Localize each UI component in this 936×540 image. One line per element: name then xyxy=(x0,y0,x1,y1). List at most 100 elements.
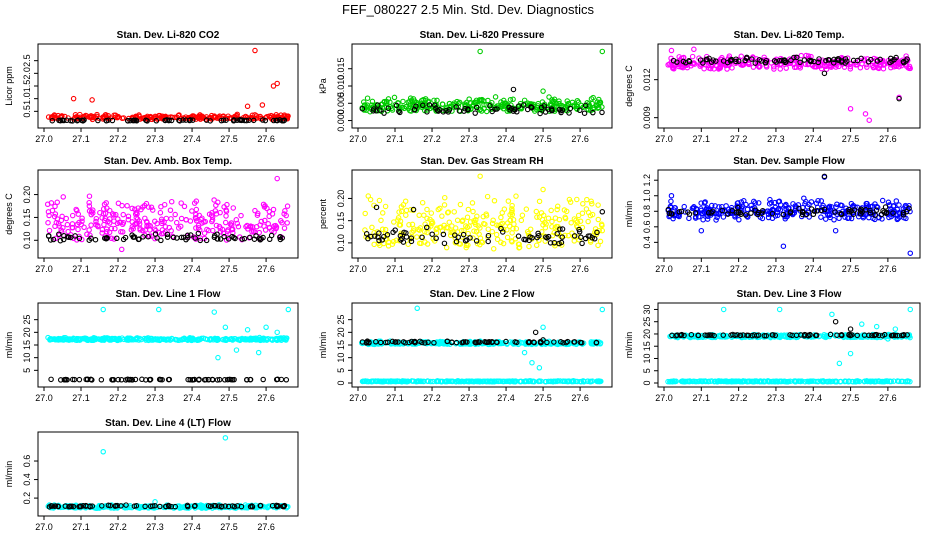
data-point-yellow xyxy=(549,218,555,225)
data-point-blue xyxy=(831,217,837,223)
data-point-black xyxy=(110,377,117,383)
data-point-cyan xyxy=(278,335,284,341)
data-point-black xyxy=(162,117,168,124)
data-point-red xyxy=(266,113,272,119)
data-point-magenta xyxy=(112,225,118,232)
data-point-black xyxy=(103,235,109,242)
data-point-black xyxy=(877,56,883,63)
y-tick-label: 15 xyxy=(336,340,346,350)
data-point-red xyxy=(113,114,119,120)
x-tick-label: 27.4 xyxy=(804,264,822,274)
data-point-blue xyxy=(806,214,812,220)
data-point-yellow xyxy=(398,208,405,215)
data-point-black xyxy=(720,332,727,338)
data-point-magenta xyxy=(847,63,854,70)
data-point-cyan xyxy=(854,378,860,384)
data-point-black xyxy=(743,212,749,218)
data-point-black xyxy=(557,226,563,232)
data-point-black xyxy=(524,106,531,113)
data-point-green xyxy=(410,96,417,102)
data-point-black xyxy=(709,208,716,215)
y-tick-label: 20 xyxy=(22,327,32,337)
data-point-green xyxy=(407,98,413,105)
data-point-cyan xyxy=(55,336,61,342)
data-point-yellow xyxy=(475,223,481,229)
data-point-yellow xyxy=(540,186,546,193)
data-point-green xyxy=(481,105,487,112)
data-point-black xyxy=(532,329,539,336)
data-point-black xyxy=(558,239,565,246)
data-point-black xyxy=(854,57,861,64)
y-tick-label: 0.20 xyxy=(22,186,32,204)
x-tick-label: 27.1 xyxy=(693,264,711,274)
data-point-magenta xyxy=(119,229,126,235)
data-point-black xyxy=(366,340,372,346)
data-point-magenta xyxy=(168,216,174,222)
data-point-black xyxy=(854,332,860,339)
data-point-yellow xyxy=(504,227,510,233)
data-point-blue xyxy=(698,200,704,206)
data-point-magenta xyxy=(247,223,254,229)
data-point-black xyxy=(503,338,509,345)
data-point-blue xyxy=(751,198,757,205)
data-point-black xyxy=(748,210,754,216)
data-point-cyan xyxy=(101,337,107,343)
y-tick-label: 1.0 xyxy=(642,189,652,202)
data-point-green xyxy=(422,96,429,102)
y-tick-label: 0.8 xyxy=(642,205,652,218)
panel-title: Stan. Dev. Line 4 (LT) Flow xyxy=(105,418,231,429)
panel-title: Stan. Dev. Li-820 CO2 xyxy=(117,30,220,41)
data-point-blue xyxy=(668,192,675,199)
data-point-yellow xyxy=(448,229,454,236)
data-point-black xyxy=(725,211,731,217)
data-point-magenta xyxy=(88,208,95,215)
data-point-black xyxy=(882,204,889,210)
data-point-black xyxy=(547,240,554,246)
data-point-magenta xyxy=(705,62,712,69)
data-point-yellow xyxy=(471,228,477,234)
data-point-yellow xyxy=(424,229,430,236)
data-point-magenta xyxy=(78,221,84,228)
data-point-cyan xyxy=(199,503,206,509)
x-tick-label: 27.0 xyxy=(349,393,367,403)
data-point-black xyxy=(92,236,99,243)
data-point-black xyxy=(762,60,769,66)
data-point-yellow xyxy=(556,216,563,223)
data-point-red xyxy=(259,102,266,108)
data-point-black xyxy=(521,236,527,243)
x-tick-label: 27.2 xyxy=(423,264,441,274)
x-tick-label: 27.6 xyxy=(879,393,897,403)
data-point-green xyxy=(502,100,508,106)
data-point-cyan xyxy=(242,504,248,511)
data-point-black xyxy=(249,504,256,510)
data-point-blue xyxy=(890,203,897,209)
plot-frame xyxy=(657,302,921,388)
data-point-black xyxy=(133,118,140,124)
data-point-yellow xyxy=(441,202,448,208)
data-point-black xyxy=(168,503,175,510)
data-point-black xyxy=(838,211,845,218)
data-point-magenta xyxy=(136,221,143,227)
data-point-magenta xyxy=(178,200,184,206)
panel-5: Stan. Dev. Gas Stream RH percent 27.0 27.1 2… xyxy=(318,156,613,274)
data-point-black xyxy=(400,339,407,345)
data-point-yellow xyxy=(484,193,491,200)
data-point-yellow xyxy=(515,241,522,247)
data-point-yellow xyxy=(501,206,508,212)
data-point-cyan xyxy=(256,336,262,342)
data-point-magenta xyxy=(665,62,671,68)
data-point-yellow xyxy=(415,226,421,233)
panel-6: Stan. Dev. Sample Flow ml/min 27.0 27.1 27.2… xyxy=(624,156,921,274)
data-point-yellow xyxy=(571,238,578,244)
data-point-cyan xyxy=(456,378,462,385)
data-point-yellow xyxy=(379,210,386,216)
data-point-magenta xyxy=(212,208,219,214)
data-point-black xyxy=(385,105,392,111)
data-point-yellow xyxy=(509,239,515,245)
data-point-black xyxy=(752,60,759,66)
x-tick-label: 27.5 xyxy=(220,522,238,532)
data-point-yellow xyxy=(574,196,580,203)
data-point-black xyxy=(142,503,148,510)
data-point-magenta xyxy=(230,205,237,211)
x-tick-label: 27.1 xyxy=(72,134,90,144)
